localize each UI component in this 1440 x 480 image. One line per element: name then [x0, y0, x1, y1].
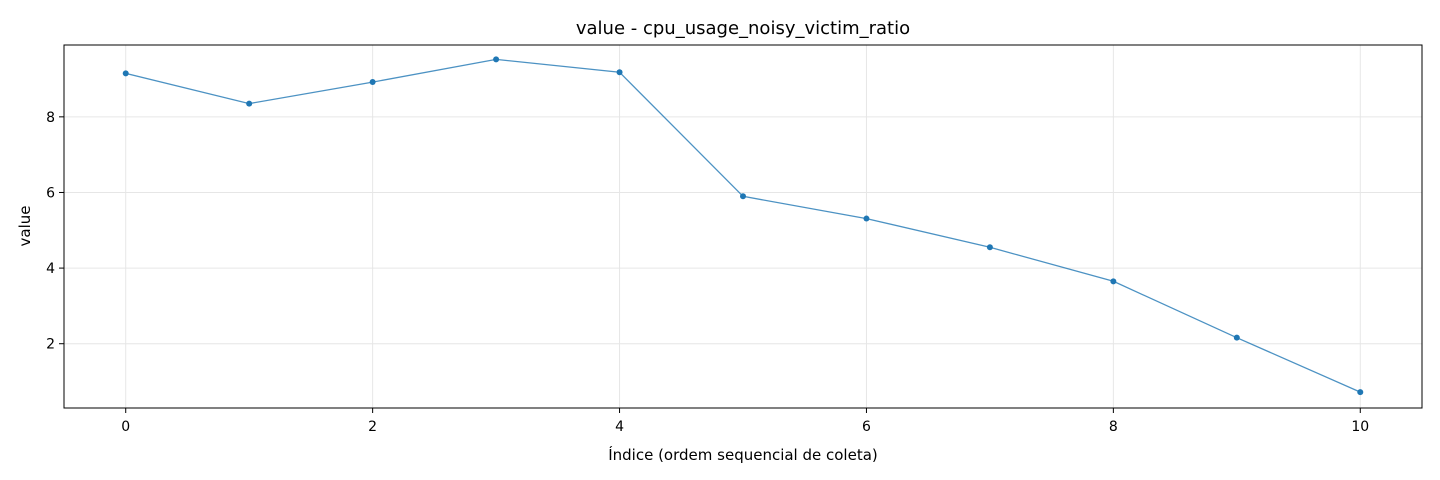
- data-point: [493, 56, 500, 63]
- series-layer: [122, 56, 1364, 396]
- data-point: [246, 100, 253, 107]
- x-tick-label: 4: [615, 419, 624, 435]
- y-tick-label: 2: [46, 337, 55, 353]
- x-tick-label: 2: [368, 419, 377, 435]
- x-tick-label: 6: [862, 419, 871, 435]
- y-tick-label: 8: [46, 110, 55, 126]
- data-point: [1110, 278, 1117, 285]
- data-point: [863, 215, 870, 222]
- x-tick-label: 10: [1351, 419, 1369, 435]
- data-point: [122, 70, 129, 77]
- plot-frame: [63, 44, 1423, 409]
- data-point: [616, 69, 623, 76]
- y-axis-label: value: [16, 206, 34, 247]
- data-point: [369, 79, 376, 86]
- data-point: [1233, 334, 1240, 341]
- y-tick-label: 4: [46, 261, 55, 277]
- y-tick-label: 6: [46, 185, 55, 201]
- data-point: [986, 244, 993, 251]
- grid: [64, 45, 1422, 408]
- data-point: [1357, 389, 1364, 396]
- data-point: [740, 193, 746, 200]
- ticks: 0 2 4 6 8 10 2 4 6 8: [46, 110, 1369, 435]
- x-tick-label: 8: [1109, 419, 1118, 435]
- x-tick-label: 0: [121, 419, 130, 435]
- x-axis-label: Índice (ordem sequencial de coleta): [608, 445, 878, 464]
- chart-title: value - cpu_usage_noisy_victim_ratio: [576, 18, 910, 39]
